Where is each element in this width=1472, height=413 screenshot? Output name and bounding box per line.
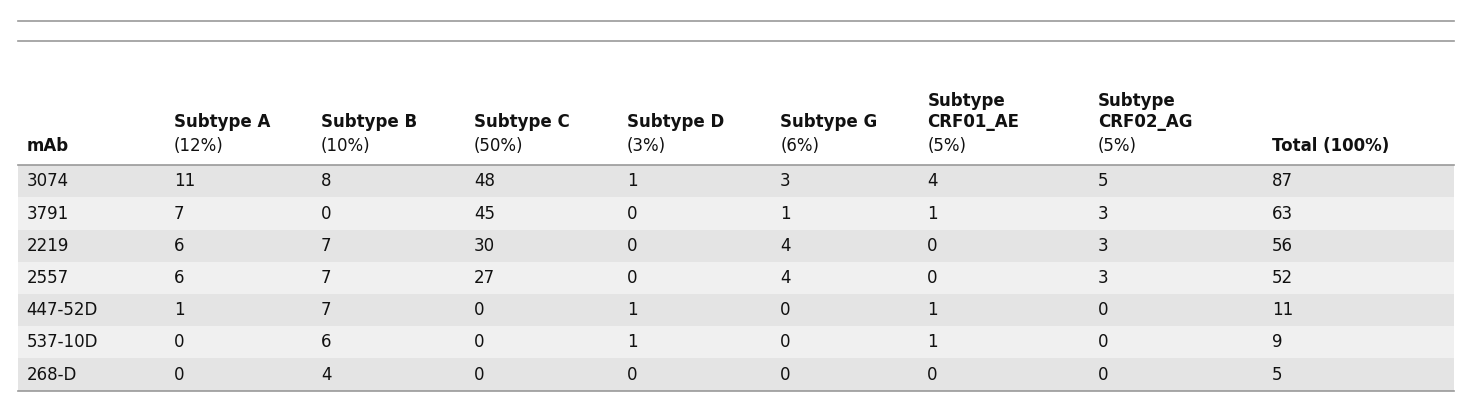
Text: 4: 4 [927, 172, 938, 190]
Text: 11: 11 [174, 172, 194, 190]
Text: 4: 4 [780, 269, 790, 287]
Text: Subtype
CRF02_AG: Subtype CRF02_AG [1098, 92, 1192, 131]
Text: 7: 7 [321, 237, 331, 255]
Text: 45: 45 [474, 204, 495, 223]
Text: 2557: 2557 [26, 269, 69, 287]
Text: Subtype C: Subtype C [474, 113, 570, 131]
Text: 7: 7 [174, 204, 184, 223]
Text: 6: 6 [321, 333, 331, 351]
Text: 11: 11 [1272, 301, 1292, 319]
Text: 3: 3 [1098, 269, 1108, 287]
Text: 0: 0 [1098, 301, 1108, 319]
Text: 3: 3 [1098, 204, 1108, 223]
Text: 63: 63 [1272, 204, 1292, 223]
Text: 1: 1 [174, 301, 184, 319]
Text: 0: 0 [321, 204, 331, 223]
Text: 0: 0 [627, 204, 637, 223]
Text: 52: 52 [1272, 269, 1292, 287]
Text: 0: 0 [174, 333, 184, 351]
Text: 3: 3 [1098, 237, 1108, 255]
Text: (5%): (5%) [927, 137, 966, 155]
Text: 7: 7 [321, 269, 331, 287]
Text: Subtype G: Subtype G [780, 113, 877, 131]
Text: (6%): (6%) [780, 137, 818, 155]
Text: 30: 30 [474, 237, 495, 255]
Bar [18, 358, 1454, 391]
Text: 6: 6 [174, 237, 184, 255]
Text: Subtype
CRF01_AE: Subtype CRF01_AE [927, 92, 1019, 131]
Text: 4: 4 [780, 237, 790, 255]
Text: 0: 0 [474, 366, 484, 384]
Text: 3791: 3791 [26, 204, 69, 223]
Text: 1: 1 [627, 172, 637, 190]
Bar [18, 230, 1454, 262]
Text: 5: 5 [1272, 366, 1282, 384]
Text: 9: 9 [1272, 333, 1282, 351]
Text: 537-10D: 537-10D [26, 333, 99, 351]
Text: 27: 27 [474, 269, 495, 287]
Text: 6: 6 [174, 269, 184, 287]
Text: 0: 0 [927, 366, 938, 384]
Text: 0: 0 [627, 269, 637, 287]
Text: 7: 7 [321, 301, 331, 319]
Text: 0: 0 [1098, 333, 1108, 351]
Text: 56: 56 [1272, 237, 1292, 255]
Text: 268-D: 268-D [26, 366, 77, 384]
Text: 0: 0 [627, 366, 637, 384]
Text: (3%): (3%) [627, 137, 667, 155]
Text: (5%): (5%) [1098, 137, 1136, 155]
Text: 0: 0 [1098, 366, 1108, 384]
Text: 0: 0 [927, 237, 938, 255]
Bar [18, 165, 1454, 197]
Text: 0: 0 [927, 269, 938, 287]
Bar [18, 197, 1454, 230]
Text: 0: 0 [627, 237, 637, 255]
Text: (12%): (12%) [174, 137, 224, 155]
Text: 0: 0 [780, 301, 790, 319]
Text: 0: 0 [780, 366, 790, 384]
Text: 2219: 2219 [26, 237, 69, 255]
Text: 87: 87 [1272, 172, 1292, 190]
Text: 1: 1 [627, 301, 637, 319]
Text: Subtype D: Subtype D [627, 113, 724, 131]
Text: 3: 3 [780, 172, 790, 190]
Text: (10%): (10%) [321, 137, 371, 155]
Text: 1: 1 [627, 333, 637, 351]
Text: 0: 0 [174, 366, 184, 384]
Text: (50%): (50%) [474, 137, 524, 155]
Text: Subtype A: Subtype A [174, 113, 269, 131]
Text: Subtype B: Subtype B [321, 113, 417, 131]
Text: 48: 48 [474, 172, 495, 190]
Text: 0: 0 [474, 333, 484, 351]
Text: 1: 1 [927, 333, 938, 351]
Text: 8: 8 [321, 172, 331, 190]
Text: 447-52D: 447-52D [26, 301, 97, 319]
Text: 0: 0 [474, 301, 484, 319]
Text: Total (100%): Total (100%) [1272, 137, 1390, 155]
Text: 3074: 3074 [26, 172, 69, 190]
Text: 1: 1 [780, 204, 790, 223]
Text: 1: 1 [927, 301, 938, 319]
Text: 5: 5 [1098, 172, 1108, 190]
Text: mAb: mAb [26, 137, 69, 155]
Text: 0: 0 [780, 333, 790, 351]
Text: 1: 1 [927, 204, 938, 223]
Bar [18, 262, 1454, 294]
Text: 4: 4 [321, 366, 331, 384]
Bar [18, 294, 1454, 326]
Bar [18, 326, 1454, 358]
